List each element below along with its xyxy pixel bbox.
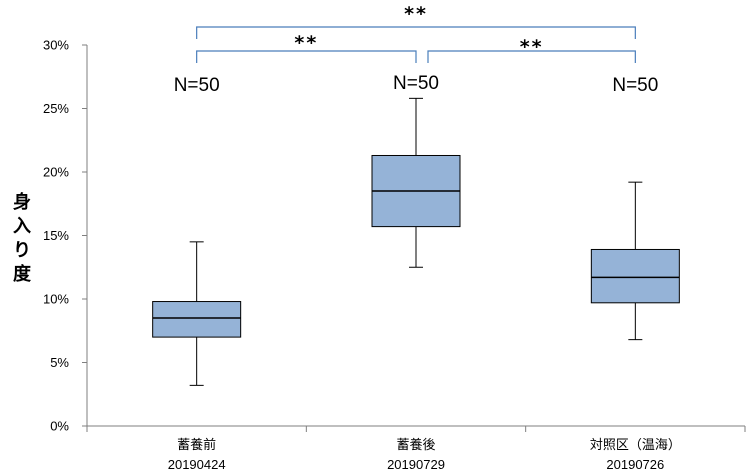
- y-tick-label: 20%: [43, 165, 69, 180]
- n-label: N=50: [612, 75, 658, 96]
- significance-label: **: [404, 3, 428, 25]
- x-category-date: 20190729: [387, 457, 445, 472]
- x-category-date: 20190726: [606, 457, 664, 472]
- significance-bracket: **: [196, 32, 417, 63]
- n-labels: N=50 N=50 N=50: [174, 73, 659, 96]
- box-2: [590, 181, 680, 341]
- y-axis: 0% 5% 10% 15% 20% 25% 30%: [43, 38, 88, 434]
- box-1: [371, 97, 461, 268]
- x-category-label: 対照区（温海）: [590, 437, 681, 452]
- bracket-line: [196, 50, 417, 63]
- significance-label: **: [294, 32, 318, 54]
- bracket-line: [196, 26, 636, 39]
- x-axis: 蓄養前 20190424 蓄養後 20190729 対照区（温海） 20190726: [86, 425, 746, 472]
- n-label: N=50: [174, 75, 220, 96]
- x-category-date: 20190424: [168, 457, 226, 472]
- y-tick-label: 0%: [50, 419, 69, 434]
- y-axis-title: 身入り度: [13, 191, 32, 285]
- bracket-line: [427, 50, 636, 63]
- box-0: [152, 241, 242, 386]
- y-tick-label: 15%: [43, 228, 69, 243]
- x-category-label: 蓄養前: [177, 437, 216, 452]
- y-tick-label: 10%: [43, 292, 69, 307]
- iqr-box: [152, 301, 242, 338]
- y-tick-label: 30%: [43, 38, 69, 53]
- y-tick-label: 25%: [43, 101, 69, 116]
- significance-bracket: **: [196, 3, 636, 39]
- x-category-label: 蓄養後: [396, 437, 435, 452]
- y-tick-label: 5%: [50, 355, 69, 370]
- y-axis-label: 身入り度: [13, 191, 32, 285]
- boxes: [152, 97, 680, 386]
- n-label: N=50: [393, 73, 439, 94]
- significance-brackets: ** ** **: [196, 3, 636, 63]
- significance-bracket: **: [427, 36, 636, 63]
- significance-label: **: [520, 36, 544, 58]
- iqr-box: [590, 248, 680, 304]
